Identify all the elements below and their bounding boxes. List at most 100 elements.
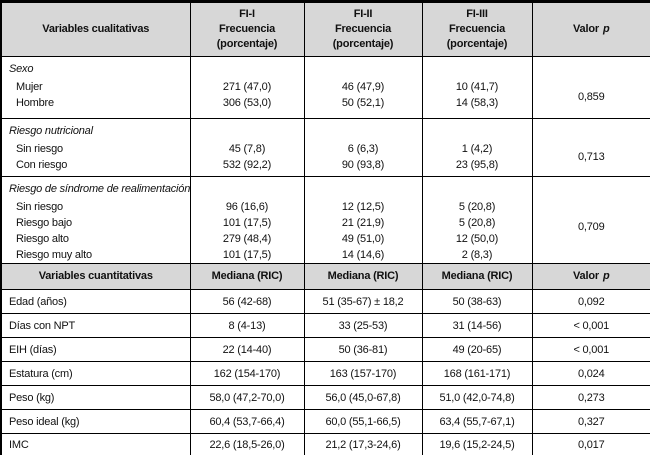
p-wrap: 0,859 <box>533 58 650 116</box>
p-wrap: 0,709 <box>533 178 650 256</box>
fi1-cell: 271 (47,0) 306 (53,0) <box>189 56 305 119</box>
quant-row-edad: Edad (años) 56 (42-68) 51 (35-67) ± 18,2… <box>0 289 650 314</box>
section-row-sexo: Sexo Mujer Hombre 271 (47,0) 306 (53,0) … <box>0 56 650 119</box>
cell-value: 5 (20,8) <box>458 201 496 213</box>
cell-value: 163 (157-170) <box>303 361 423 386</box>
fi2-cell: 12 (12,5) 21 (21,9) 49 (51,0) 14 (14,6) <box>303 176 423 264</box>
p-symbol: p <box>602 23 610 35</box>
cell-value: 51 (35-67) ± 18,2 <box>303 289 423 314</box>
cell-value: 51,0 (42,0-74,8) <box>421 385 533 410</box>
row-label: Riesgo bajo <box>16 217 72 229</box>
p-value: 0,092 <box>531 289 650 314</box>
cell-value: 58,0 (47,2-70,0) <box>189 385 305 410</box>
cell-value: 10 (41,7) <box>455 81 499 93</box>
p-value: < 0,001 <box>531 337 650 362</box>
p-wrap: 0,713 <box>533 120 650 174</box>
cell-value: 12 (12,5) <box>341 201 385 213</box>
spacer <box>423 58 531 80</box>
cell-value: 532 (92,2) <box>222 159 272 171</box>
spacer <box>423 178 531 200</box>
spacer <box>305 178 421 200</box>
p-value: 0,713 <box>577 151 605 163</box>
header-line: FI-I <box>239 8 255 20</box>
header-valor-p: Valor p <box>531 263 650 290</box>
fi3-cell: 5 (20,8) 5 (20,8) 12 (50,0) 2 (8,3) <box>421 176 533 264</box>
section-label: Sexo <box>9 63 34 75</box>
row-label: Con riesgo <box>16 159 68 171</box>
section-variables-cell: Riesgo nutricional Sin riesgo Con riesgo <box>0 118 191 177</box>
spacer <box>305 58 421 80</box>
row-label: Sin riesgo <box>16 201 63 213</box>
header-fi2: FI-II Frecuencia (porcentaje) <box>303 1 423 57</box>
fi2-cell: 6 (6,3) 90 (93,8) <box>303 118 423 177</box>
section-variables-cell: Riesgo de síndrome de realimentación Sin… <box>0 176 191 264</box>
cell-value: 162 (154-170) <box>189 361 305 386</box>
header-line: FI-II <box>353 8 373 20</box>
section-row-riesgo-nutricional: Riesgo nutricional Sin riesgo Con riesgo… <box>0 118 650 177</box>
header-valor-p: Valor p <box>531 1 650 57</box>
cell-value: 49 (51,0) <box>341 233 385 245</box>
fi1-cell: 45 (7,8) 532 (92,2) <box>189 118 305 177</box>
p-value: < 0,001 <box>531 313 650 338</box>
cell-value: 14 (14,6) <box>341 249 385 261</box>
cell-value: 279 (48,4) <box>222 233 272 245</box>
header-variables-cuantitativas: Variables cuantitativas <box>0 263 191 290</box>
quant-row-estatura: Estatura (cm) 162 (154-170) 163 (157-170… <box>0 361 650 386</box>
valor-label: Valor <box>573 23 599 35</box>
cell-value: 271 (47,0) <box>222 81 272 93</box>
fi1-cell: 96 (16,6) 101 (17,5) 279 (48,4) 101 (17,… <box>189 176 305 264</box>
row-label: Sin riesgo <box>16 143 63 155</box>
p-value: 0,709 <box>577 221 605 233</box>
cell-value: 101 (17,5) <box>222 249 272 261</box>
cell-value: 50 (38-63) <box>421 289 533 314</box>
cell-value: 50 (36-81) <box>303 337 423 362</box>
cell-value: 50 (52,1) <box>341 97 385 109</box>
spacer <box>533 58 650 80</box>
section-label: Riesgo de síndrome de realimentación <box>9 183 190 195</box>
cell-value: 5 (20,8) <box>458 217 496 229</box>
p-value: 0,859 <box>577 91 605 103</box>
row-label: Días con NPT <box>0 313 191 338</box>
fi2-cell: 46 (47,9) 50 (52,1) <box>303 56 423 119</box>
cell-value: 49 (20-65) <box>421 337 533 362</box>
cell-value: 12 (50,0) <box>455 233 499 245</box>
header-line: Frecuencia <box>448 23 506 35</box>
header-mediana-fi2: Mediana (RIC) <box>303 263 423 290</box>
cell-value: 31 (14-56) <box>421 313 533 338</box>
p-value-cell: 0,713 <box>531 118 650 177</box>
cell-value: 6 (6,3) <box>347 143 379 155</box>
section-label: Riesgo nutricional <box>9 125 93 137</box>
row-label: EIH (días) <box>0 337 191 362</box>
row-label: Riesgo alto <box>16 233 69 245</box>
header-line: (porcentaje) <box>216 38 278 50</box>
row-label: Hombre <box>16 97 54 109</box>
valor-label: Valor <box>573 270 599 282</box>
header-mediana-fi1: Mediana (RIC) <box>189 263 305 290</box>
row-label: Peso ideal (kg) <box>0 409 191 434</box>
header-line: Frecuencia <box>218 23 276 35</box>
row-label: Mujer <box>16 81 43 93</box>
cell-value: 2 (8,3) <box>461 249 493 261</box>
spacer <box>533 120 650 142</box>
cell-value: 60,4 (53,7-66,4) <box>189 409 305 434</box>
spacer <box>423 120 531 142</box>
header-fi1: FI-I Frecuencia (porcentaje) <box>189 1 305 57</box>
p-symbol: p <box>602 270 610 282</box>
quant-row-peso-ideal: Peso ideal (kg) 60,4 (53,7-66,4) 60,0 (5… <box>0 409 650 434</box>
row-label: IMC <box>0 433 191 455</box>
row-label: Peso (kg) <box>0 385 191 410</box>
header-line: FI-III <box>466 8 488 20</box>
cell-value: 101 (17,5) <box>222 217 272 229</box>
cell-value: 33 (25-53) <box>303 313 423 338</box>
p-value: 0,327 <box>531 409 650 434</box>
cell-value: 14 (58,3) <box>455 97 499 109</box>
cell-value: 1 (4,2) <box>461 143 493 155</box>
p-value: 0,017 <box>531 433 650 455</box>
cell-value: 22 (14-40) <box>189 337 305 362</box>
qualitative-header-row: Variables cualitativas FI-I Frecuencia (… <box>0 1 650 57</box>
p-value-cell: 0,859 <box>531 56 650 119</box>
header-mediana-fi3: Mediana (RIC) <box>421 263 533 290</box>
cell-value: 22,6 (18,5-26,0) <box>189 433 305 455</box>
spacer <box>191 58 303 80</box>
